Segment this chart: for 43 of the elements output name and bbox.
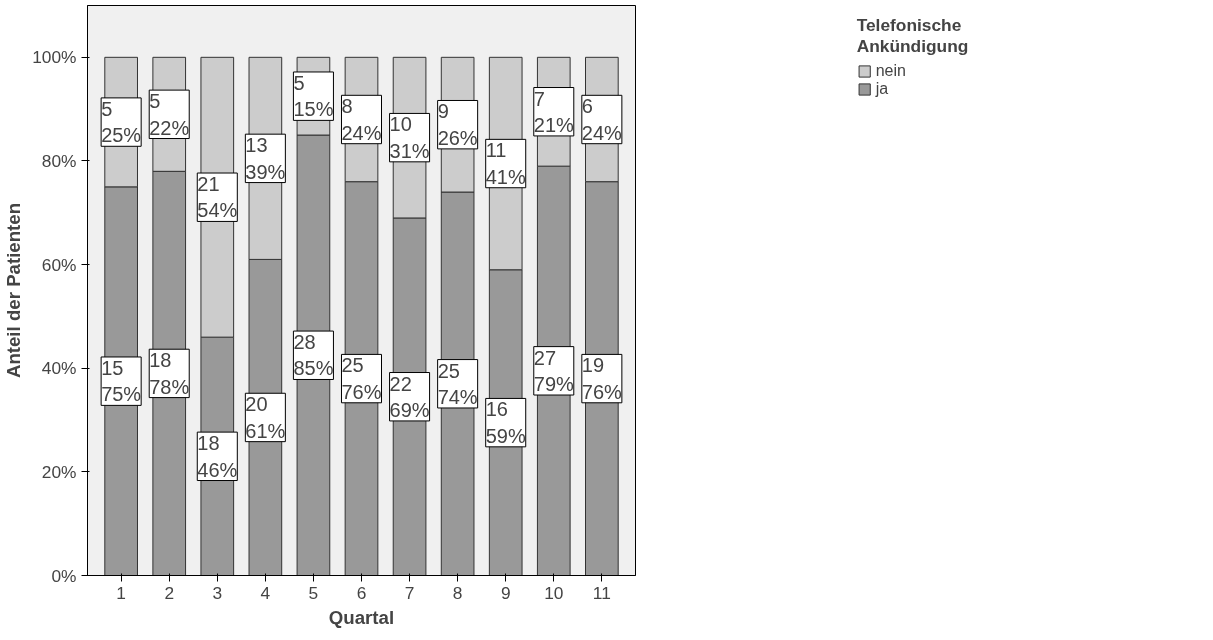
y-tick-label: 40% <box>41 358 77 379</box>
y-tick-label: 0% <box>51 565 77 586</box>
x-tick-label: 1 <box>116 582 126 603</box>
y-tick-label: 60% <box>41 254 77 275</box>
data-label: 13 39% <box>245 134 286 183</box>
data-label: 20 61% <box>245 393 286 442</box>
x-tick-label: 6 <box>356 582 367 603</box>
data-label: 8 24% <box>341 95 382 144</box>
legend-label: nein <box>875 62 906 80</box>
data-label: 5 25% <box>101 97 142 147</box>
data-label: 5 15% <box>293 71 334 121</box>
x-tick-label: 8 <box>452 582 463 603</box>
data-label: 19 76% <box>581 354 623 403</box>
y-tick-label: 100% <box>32 47 77 68</box>
data-label: 10 31% <box>389 113 430 162</box>
data-label: 6 24% <box>581 95 623 144</box>
data-label: 18 78% <box>149 349 190 398</box>
y-tick-label: 20% <box>41 461 77 482</box>
data-label: 25 76% <box>341 354 382 403</box>
x-tick-label: 3 <box>212 582 223 603</box>
x-tick-label: 2 <box>164 582 175 603</box>
x-axis-title: Quartal <box>328 606 395 628</box>
x-tick-label: 10 <box>544 582 564 603</box>
x-tick-label: 11 <box>592 582 611 603</box>
x-tick-label: 9 <box>500 582 511 603</box>
data-label: 25 74% <box>437 359 478 408</box>
legend-title: Telefonische Ankündigung <box>856 15 969 57</box>
y-tick-label: 80% <box>41 150 77 171</box>
x-tick-label: 5 <box>308 582 319 603</box>
data-label: 22 69% <box>389 372 430 421</box>
data-label: 15 75% <box>101 356 142 406</box>
data-label: 5 22% <box>149 90 190 139</box>
x-tick-label: 7 <box>404 582 415 603</box>
data-label: 11 41% <box>485 139 526 188</box>
data-label: 21 54% <box>197 173 238 222</box>
y-axis-title: Anteil der Patienten <box>3 202 25 379</box>
data-label: 7 21% <box>533 87 575 136</box>
data-label: 28 85% <box>293 331 334 380</box>
data-label: 16 59% <box>485 398 526 447</box>
x-tick-label: 4 <box>260 582 271 603</box>
data-label: 27 79% <box>533 346 575 396</box>
data-label: 9 26% <box>437 100 478 149</box>
legend-label: ja <box>875 80 890 98</box>
